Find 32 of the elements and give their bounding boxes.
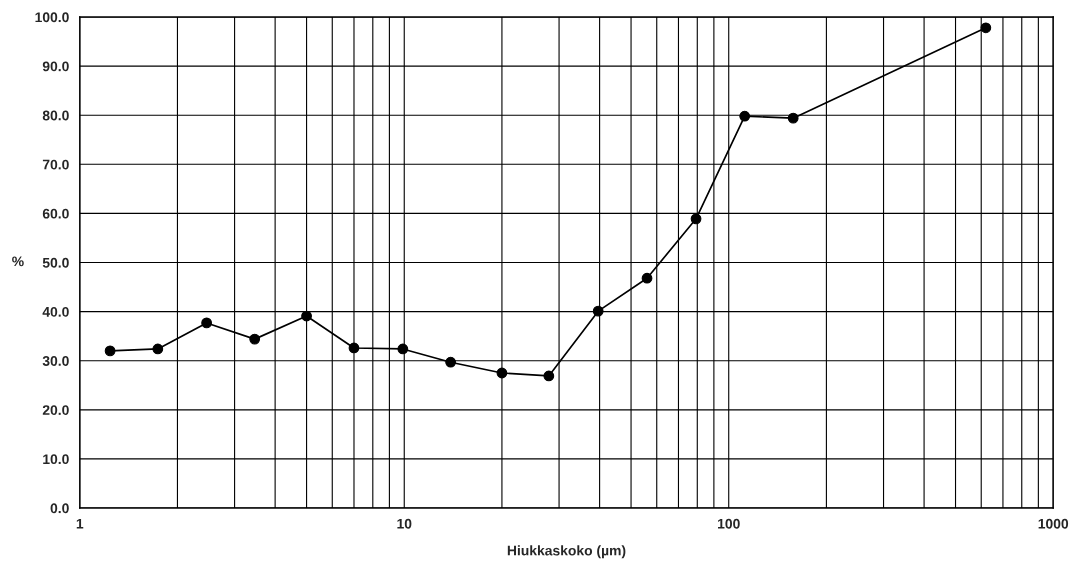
x-tick-label: 10 xyxy=(397,518,412,529)
x-axis-title: Hiukkaskoko (µm) xyxy=(507,545,626,559)
x-tick-label: 1 xyxy=(76,518,84,529)
y-tick-label: 60.0 xyxy=(42,208,69,219)
point xyxy=(496,367,508,379)
point xyxy=(592,305,604,317)
point xyxy=(739,110,751,122)
point xyxy=(543,370,555,382)
y-axis-title: % xyxy=(12,256,24,267)
point xyxy=(348,342,360,354)
y-tick-label: 50.0 xyxy=(42,257,69,268)
y-tick-label: 80.0 xyxy=(42,110,69,121)
y-tick-label: 70.0 xyxy=(42,159,69,170)
point xyxy=(301,310,312,322)
point xyxy=(787,112,799,124)
y-tick-label: 90.0 xyxy=(42,61,69,72)
point xyxy=(152,343,164,355)
x-tick-label: 1000 xyxy=(1038,518,1069,529)
point xyxy=(201,317,212,329)
y-tick-label: 100.0 xyxy=(35,12,69,23)
y-tick-label: 30.0 xyxy=(42,356,69,366)
point xyxy=(249,333,261,345)
y-tick-label: 0.0 xyxy=(50,503,69,514)
point xyxy=(641,272,653,284)
point xyxy=(690,213,702,225)
y-tick-label: 20.0 xyxy=(42,405,69,415)
point xyxy=(397,343,409,355)
x-tick-label: 100 xyxy=(718,518,740,529)
point xyxy=(104,345,116,357)
y-tick-label: 10.0 xyxy=(43,454,69,465)
point xyxy=(445,356,457,368)
y-tick-label: 40.0 xyxy=(42,306,69,317)
